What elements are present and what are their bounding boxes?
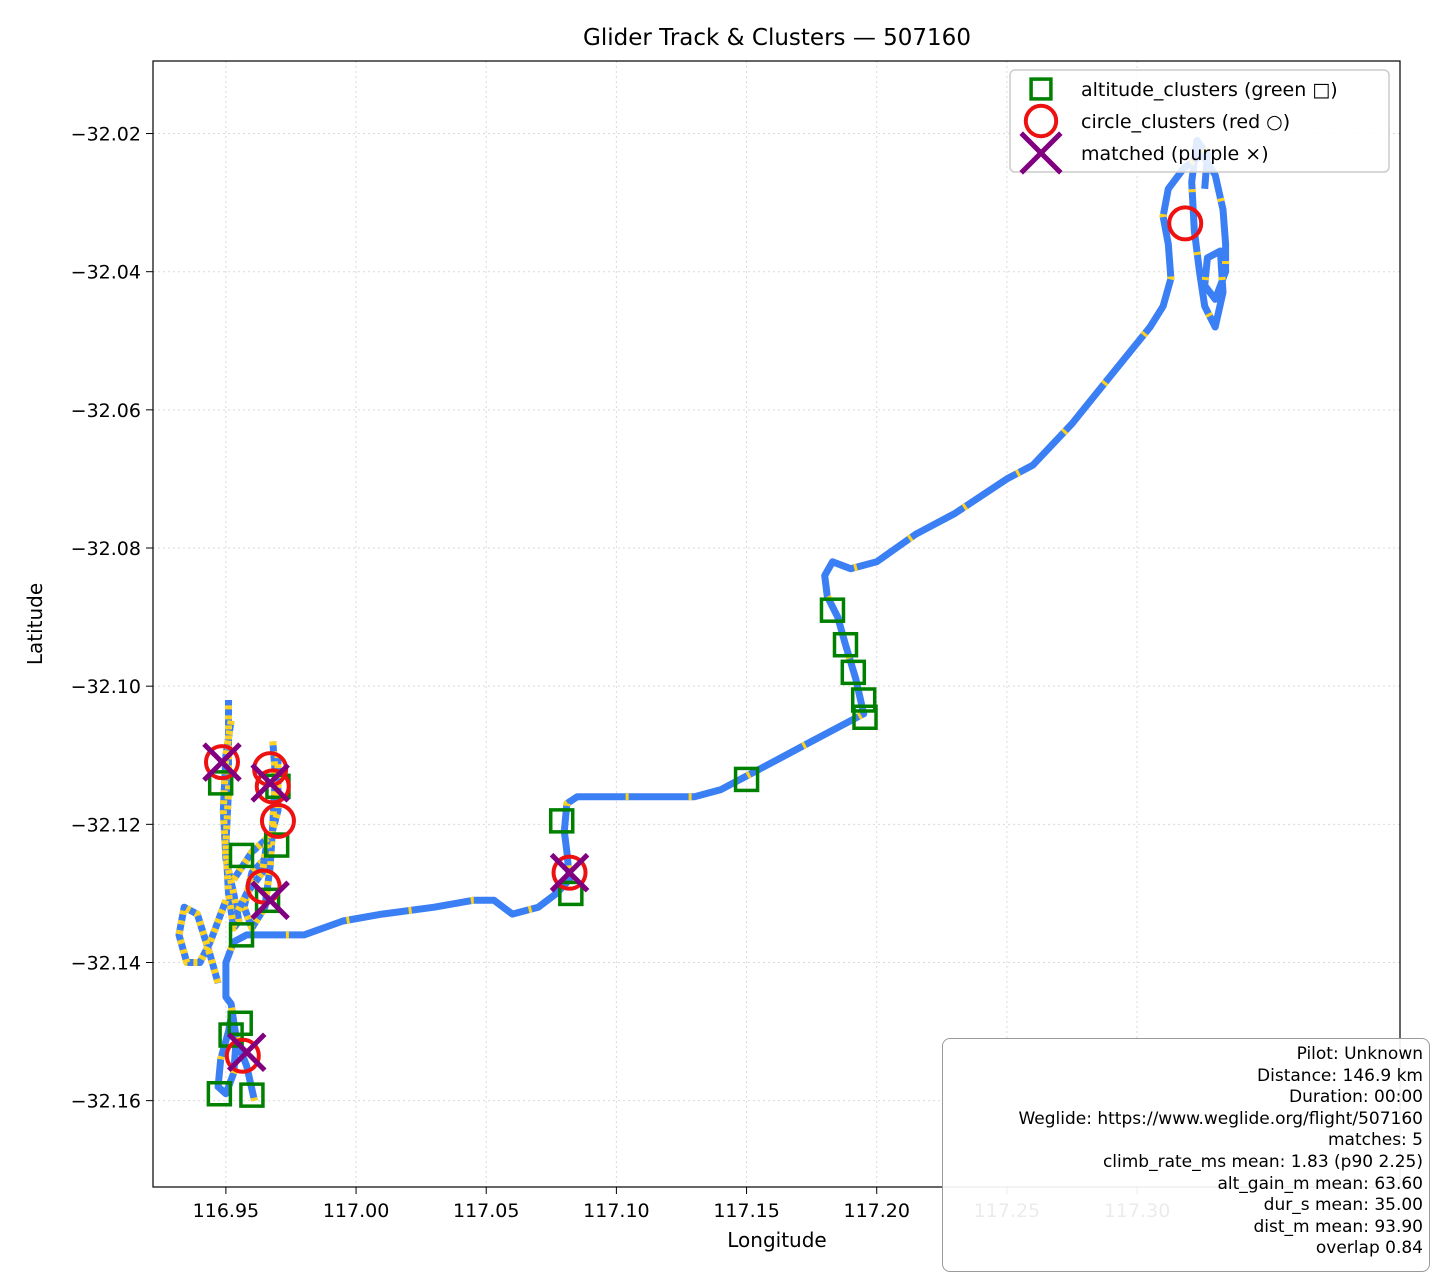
circle-cluster-marker <box>551 854 588 891</box>
y-tick-label: −32.04 <box>71 262 141 284</box>
altitude-cluster-marker <box>206 1080 233 1107</box>
circle-cluster-marker <box>203 744 240 781</box>
x-axis-label: Longitude <box>727 1228 826 1252</box>
x-tick-label: 116.95 <box>193 1200 259 1222</box>
track-climb-segments <box>214 136 1230 1102</box>
altitude-cluster-marker <box>850 687 877 713</box>
matched-marker <box>1019 131 1063 175</box>
legend-frame <box>1009 69 1390 173</box>
legend-entry-label: circle_clusters (red ○) <box>1081 111 1290 133</box>
legend-entry-label: matched (purple ×) <box>1081 143 1269 165</box>
plot-area-frame <box>152 60 1401 1188</box>
info-line: Distance: 146.9 km <box>1257 1065 1423 1086</box>
cluster-climb-line <box>219 700 243 932</box>
flight-track <box>175 136 1230 1102</box>
circle-cluster-marker <box>1023 103 1059 139</box>
info-line: dist_m mean: 93.90 <box>1253 1216 1423 1237</box>
altitude-cluster-marker <box>1029 77 1053 101</box>
x-tick-label: 117.00 <box>323 1200 389 1222</box>
legend-entry-label: altitude_clusters (green □) <box>1081 79 1338 101</box>
cluster-climb-line <box>175 899 230 985</box>
circle-cluster-marker <box>245 868 282 905</box>
altitude-cluster-marker <box>239 1082 265 1108</box>
chart-title: Glider Track & Clusters — 507160 <box>583 25 971 51</box>
altitude-cluster-marker <box>832 631 859 658</box>
x-tick-label: 117.10 <box>583 1200 649 1222</box>
info-line: matches: 5 <box>1327 1130 1423 1151</box>
altitude-cluster-marker <box>548 808 575 834</box>
altitude-cluster-marker <box>227 1010 253 1037</box>
x-tick-label: 117.05 <box>453 1200 519 1222</box>
info-line: Duration: 00:00 <box>1289 1087 1423 1108</box>
track-cruise-line <box>214 136 1230 1102</box>
y-axis-label: Latitude <box>23 583 47 665</box>
x-tick-label: 117.15 <box>713 1200 779 1222</box>
info-line: Pilot: Unknown <box>1296 1044 1423 1064</box>
info-line: alt_gain_m mean: 63.60 <box>1217 1173 1424 1194</box>
altitude-cluster-marker <box>228 842 255 869</box>
altitude-cluster-marker <box>228 922 255 948</box>
matched-marker <box>226 1032 267 1073</box>
grid-lines <box>153 61 1400 1187</box>
legend: altitude_clusters (green □) circle_cluste… <box>1009 69 1390 175</box>
altitude-cluster-marker <box>819 597 846 623</box>
matched-marker <box>250 880 290 921</box>
altitude-cluster-marker <box>852 704 878 731</box>
y-axis-ticks: −32.02 −32.04 −32.06 −32.08 −32.10 −32.12 −32.… <box>71 124 153 1113</box>
y-tick-label: −32.12 <box>71 814 141 836</box>
matched-marker <box>202 742 242 782</box>
matched-marker <box>549 852 590 893</box>
info-line: climb_rate_ms mean: 1.83 (p90 2.25) <box>1102 1151 1423 1172</box>
y-tick-label: −32.02 <box>71 124 141 146</box>
info-line: overlap 0.84 <box>1315 1238 1423 1259</box>
circle-cluster-marker <box>1167 205 1204 242</box>
y-tick-label: −32.10 <box>71 676 141 698</box>
circle-cluster-marker <box>259 802 296 839</box>
altitude-cluster-marker <box>733 766 760 793</box>
flight-info-box: Pilot: Unknown Distance: 146.9 km Duration… <box>942 1038 1430 1272</box>
x-tick-label: 117.20 <box>843 1200 909 1222</box>
y-tick-label: −32.06 <box>71 400 141 422</box>
y-tick-label: −32.14 <box>71 952 141 974</box>
y-tick-label: −32.08 <box>71 538 141 560</box>
matched-marker <box>250 763 290 803</box>
circle-cluster-marker <box>224 1037 261 1074</box>
info-line: dur_s mean: 35.00 <box>1263 1195 1423 1216</box>
circle-cluster-marker <box>254 768 291 805</box>
altitude-cluster-marker <box>207 770 234 796</box>
cluster-markers <box>202 205 1204 1108</box>
altitude-cluster-marker <box>558 880 584 907</box>
altitude-cluster-marker <box>263 832 290 858</box>
info-line: Weglide: https://www.weglide.org/flight/… <box>1018 1108 1423 1129</box>
y-tick-label: −32.16 <box>71 1091 141 1113</box>
altitude-cluster-marker <box>840 659 867 686</box>
